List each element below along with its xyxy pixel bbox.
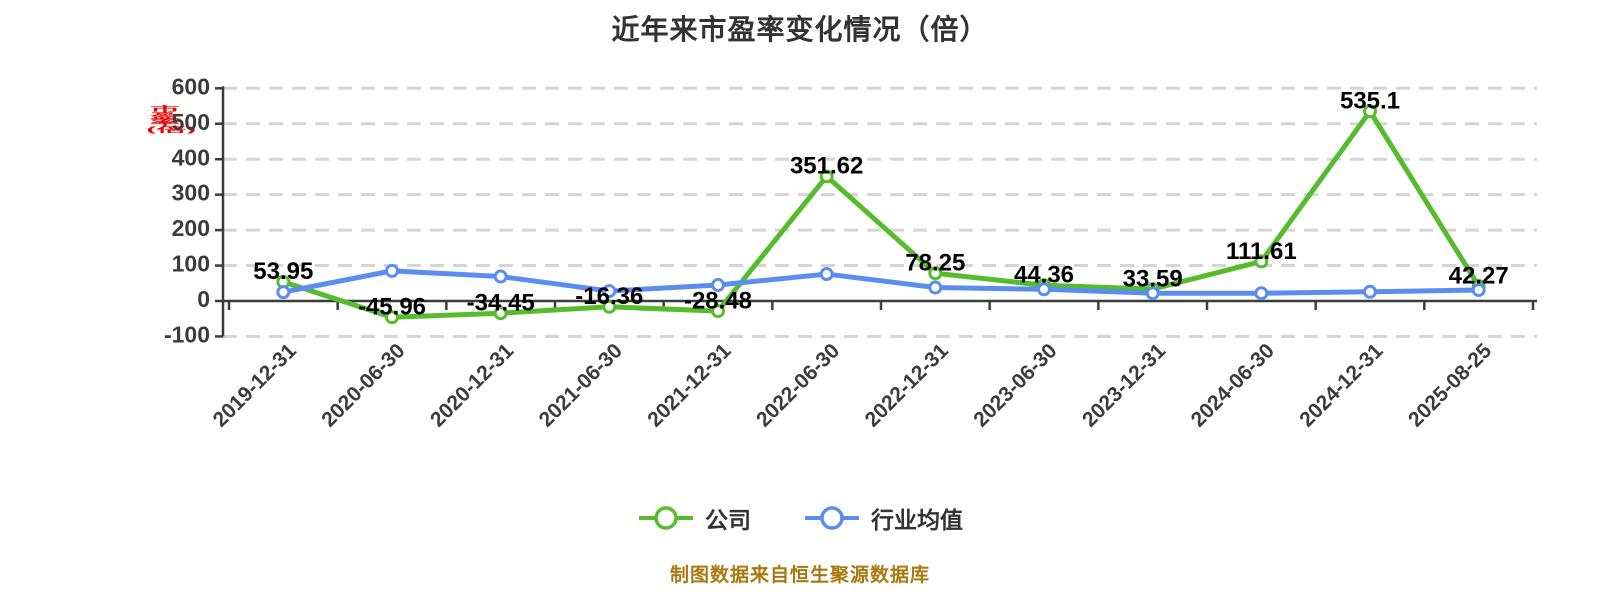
company-data-label: 535.1 xyxy=(1340,88,1400,115)
industry-data-point[interactable] xyxy=(1363,284,1377,299)
company-data-point[interactable] xyxy=(1363,104,1377,119)
industry-data-point[interactable] xyxy=(602,284,617,299)
company-data-point[interactable] xyxy=(602,299,617,314)
legend-label-company: 公司 xyxy=(705,507,751,533)
y-axis-tick-label: 100 xyxy=(172,251,210,277)
x-axis-tick-label: 2020-12-31 xyxy=(426,339,518,431)
x-axis-tick-label: 2022-06-30 xyxy=(752,339,844,431)
y-axis-tick-label: 400 xyxy=(172,144,210,170)
industry-line-marker-icon xyxy=(805,506,859,530)
y-axis-tick-label: 600 xyxy=(172,73,210,99)
industry-data-point[interactable] xyxy=(1145,286,1160,301)
x-axis-tick-label: 2019-12-31 xyxy=(209,339,301,431)
company-data-label: -28.48 xyxy=(684,287,752,314)
industry-series-line xyxy=(280,268,1482,296)
company-data-label: 33.59 xyxy=(1123,265,1183,292)
industry-data-point[interactable] xyxy=(928,280,943,295)
y-axis-tick-label: 500 xyxy=(172,109,210,135)
company-data-label: 44.36 xyxy=(1014,262,1074,289)
y-axis-tick-label: 0 xyxy=(197,286,210,312)
x-axis-tick-label: 2024-12-31 xyxy=(1295,339,1387,431)
industry-data-point[interactable] xyxy=(1471,283,1486,298)
industry-data-point[interactable] xyxy=(385,263,399,278)
legend-item-industry[interactable]: 行业均值 xyxy=(803,501,963,535)
legend-item-company[interactable]: 公司 xyxy=(637,501,751,535)
source-note: 制图数据来自恒生聚源数据库 xyxy=(669,565,930,586)
y-axis-tick-label: 200 xyxy=(172,215,210,241)
industry-data-point[interactable] xyxy=(1254,286,1269,301)
company-data-label: 78.25 xyxy=(905,250,965,277)
y-axis-tick-label: -100 xyxy=(164,322,210,348)
industry-data-point[interactable] xyxy=(276,285,291,300)
company-data-point[interactable] xyxy=(385,310,399,325)
company-data-label: 111.61 xyxy=(1226,238,1297,265)
company-line-marker-icon xyxy=(639,506,693,530)
x-axis-tick-label: 2021-12-31 xyxy=(643,339,735,431)
industry-data-point[interactable] xyxy=(493,269,508,284)
x-axis-tick-label: 2020-06-30 xyxy=(317,339,409,431)
company-data-point[interactable] xyxy=(819,169,834,184)
x-axis-tick-label: 2021-06-30 xyxy=(535,339,627,431)
x-axis-tick-label: 2023-06-30 xyxy=(969,339,1061,431)
company-data-label: -16.36 xyxy=(575,283,643,310)
industry-data-point[interactable] xyxy=(1037,282,1051,297)
x-axis-tick-label: 2022-12-31 xyxy=(861,339,953,431)
y-axis-title: 市盈率(倍) xyxy=(146,105,197,134)
company-data-label: -45.96 xyxy=(358,294,426,321)
x-axis-tick-label: 2024-06-30 xyxy=(1187,339,1279,431)
company-series-line xyxy=(280,108,1482,320)
industry-data-point[interactable] xyxy=(819,267,834,282)
x-axis-tick-label: 2025-08-25 xyxy=(1404,339,1496,431)
company-data-point[interactable] xyxy=(1254,254,1269,269)
company-data-label: -34.45 xyxy=(467,290,535,317)
x-axis-tick-label: 2023-12-31 xyxy=(1078,339,1170,431)
industry-data-point[interactable] xyxy=(711,278,725,293)
chart-title: 近年来市盈率变化情况（倍） xyxy=(611,14,989,45)
y-axis-tick-label: 300 xyxy=(172,180,210,206)
company-data-label: 53.95 xyxy=(253,258,313,285)
legend-label-industry: 行业均值 xyxy=(871,507,963,533)
company-data-label: 351.62 xyxy=(790,153,863,180)
company-data-point[interactable] xyxy=(711,304,725,319)
legend: 公司 行业均值 xyxy=(0,501,1600,535)
company-data-label: 42.27 xyxy=(1449,262,1509,289)
company-data-point[interactable] xyxy=(493,306,508,321)
company-data-point[interactable] xyxy=(928,266,943,281)
